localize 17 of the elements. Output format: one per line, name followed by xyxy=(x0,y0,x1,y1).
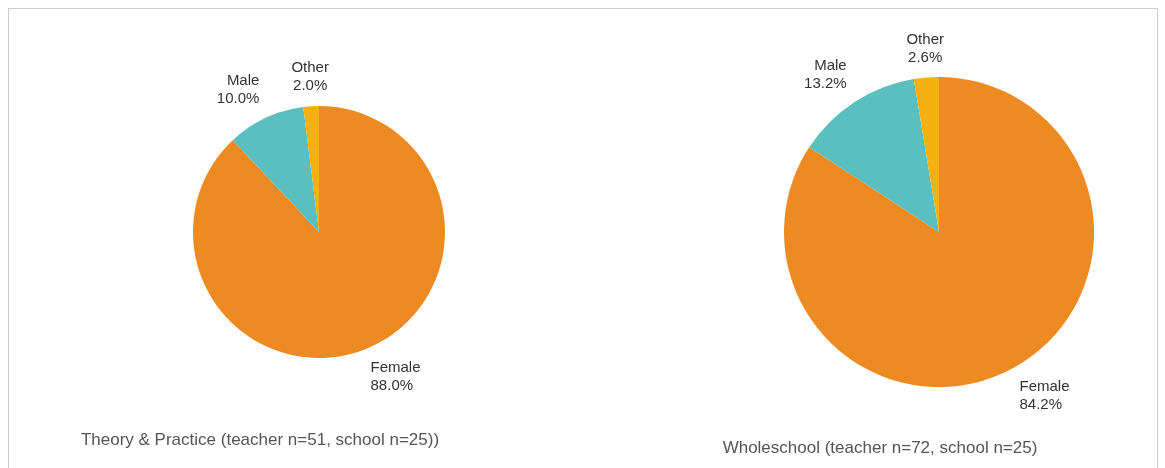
data-label: 10.0% xyxy=(216,89,260,107)
data-label: 13.2% xyxy=(804,74,847,92)
slice-label: Female xyxy=(370,358,421,376)
slice-label: Male xyxy=(226,71,260,89)
slice-label: Other xyxy=(291,58,329,76)
text: Theory & Practice (teacher n=51, school n=25)) xyxy=(79,430,441,450)
pie-slice xyxy=(193,106,445,358)
slice-label: Other xyxy=(906,29,944,47)
text: Wholeschool (teacher n=72, school n=25) xyxy=(721,438,1039,458)
data-label: 2.0% xyxy=(293,76,328,94)
data-label: 88.0% xyxy=(370,376,414,394)
pie-slice xyxy=(913,77,939,232)
data-label: 84.2% xyxy=(1019,394,1063,412)
pie-slice xyxy=(232,106,319,232)
slice-label: Female xyxy=(1019,376,1070,394)
data-label: 2.6% xyxy=(908,47,943,65)
slice-label: Male xyxy=(814,56,847,74)
